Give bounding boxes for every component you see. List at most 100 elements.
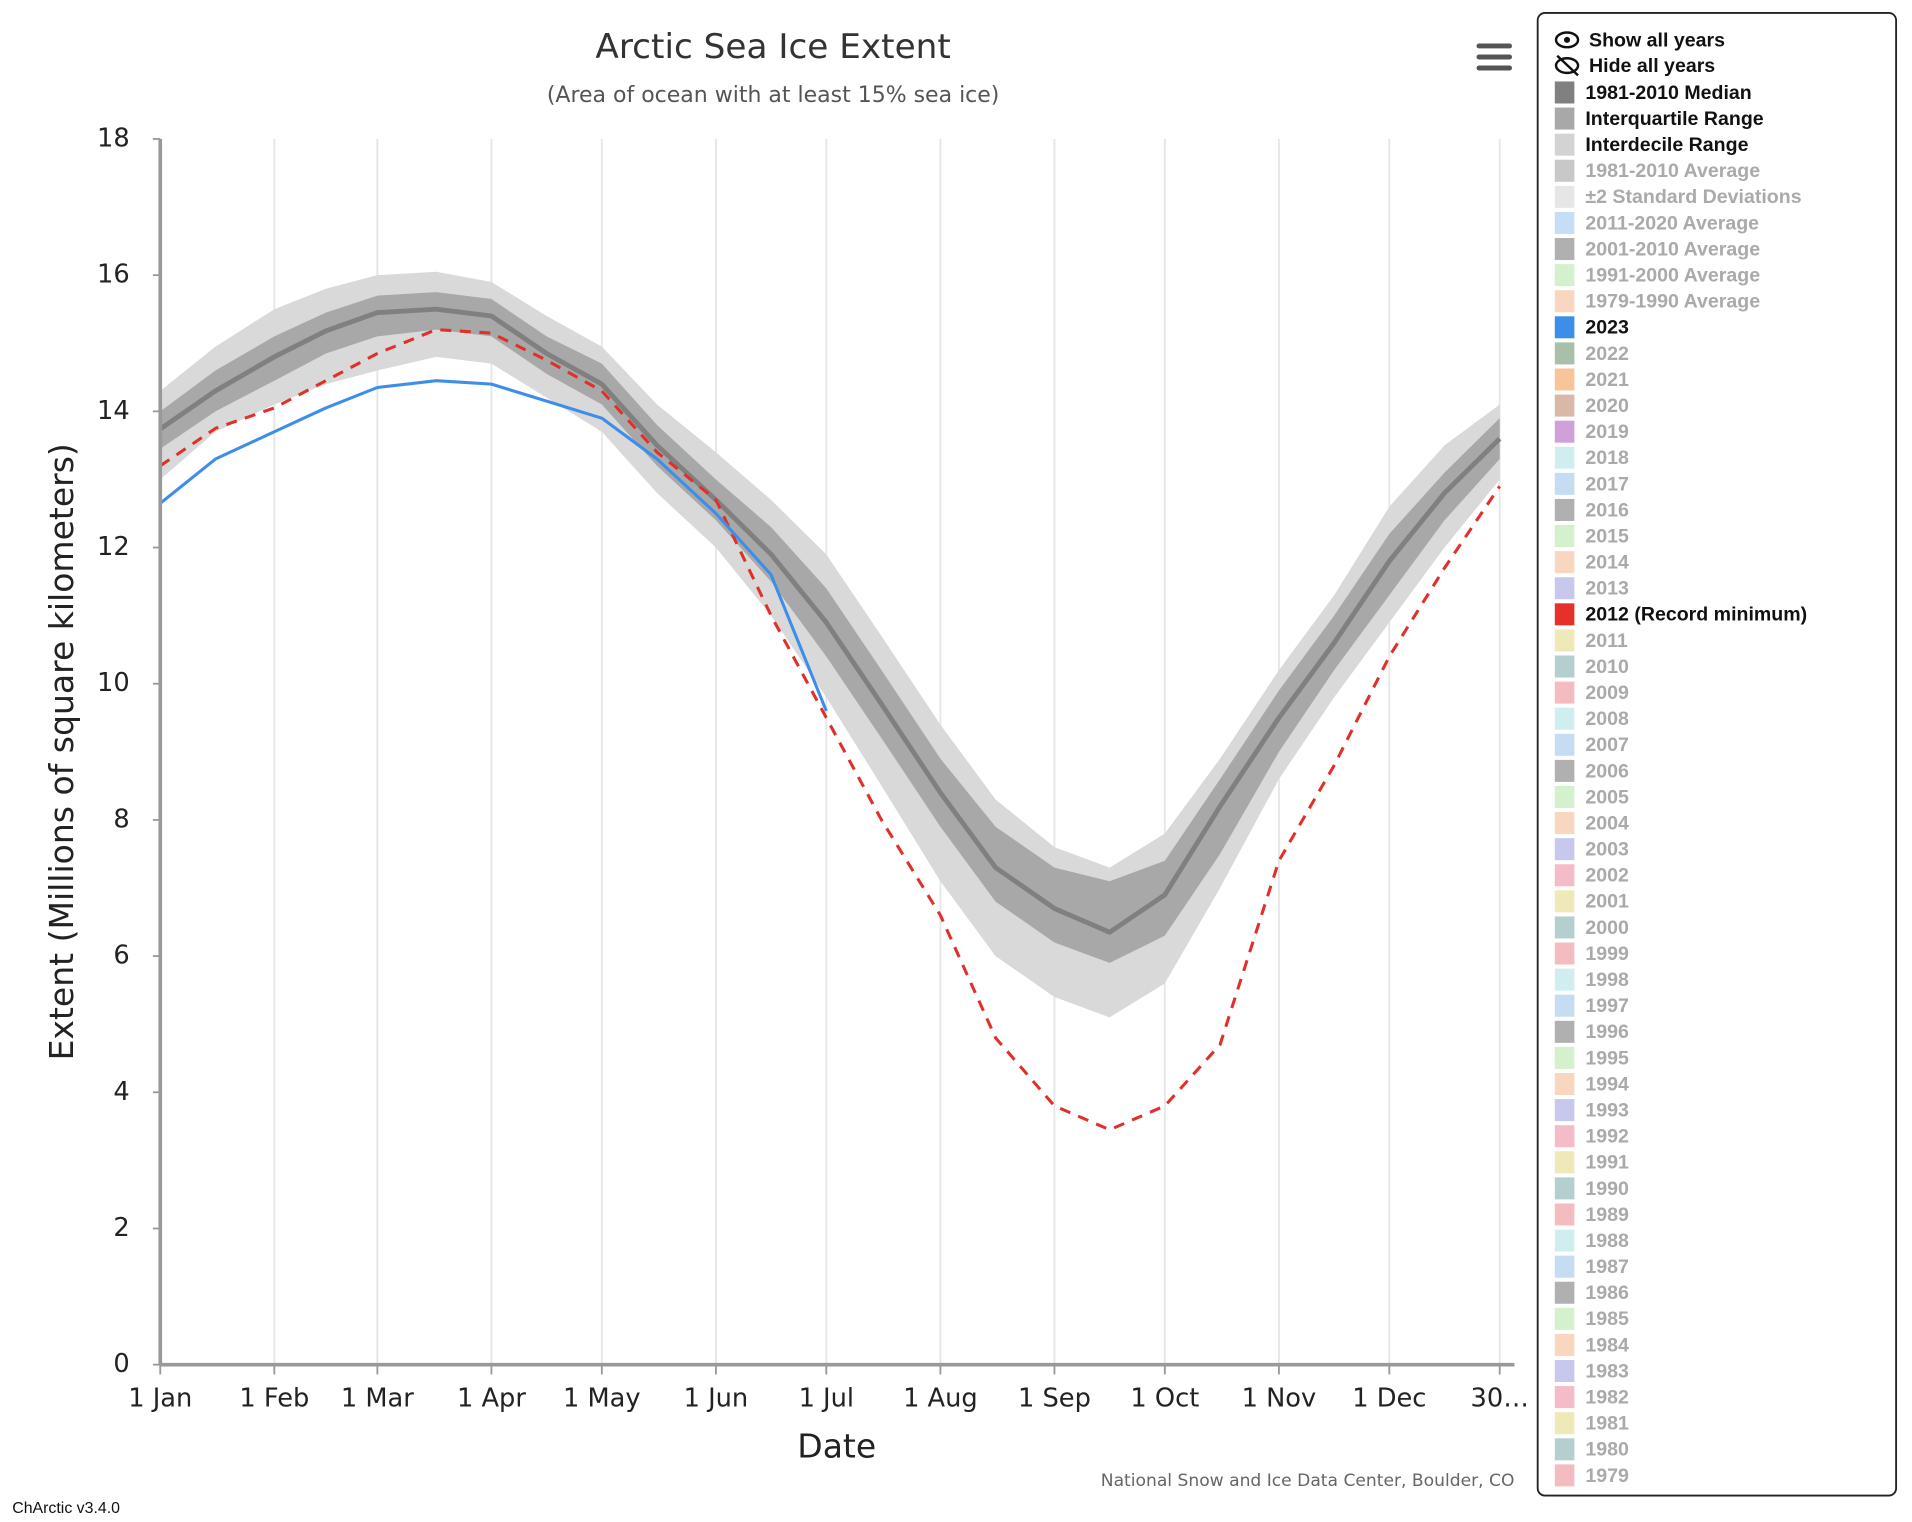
legend-item[interactable]: 2020 <box>1554 394 1629 417</box>
legend-swatch <box>1554 1072 1575 1096</box>
legend-item[interactable]: 1984 <box>1554 1333 1629 1356</box>
x-tick-label: 1 Mar <box>341 1383 414 1413</box>
hide-all-button[interactable]: Hide all years <box>1554 54 1715 77</box>
legend-item[interactable]: 1989 <box>1554 1203 1629 1226</box>
show-all-button[interactable]: Show all years <box>1554 29 1725 51</box>
legend-item[interactable]: 1998 <box>1554 968 1629 991</box>
legend-swatch <box>1554 525 1575 548</box>
legend-label: 2011 <box>1585 630 1628 652</box>
legend-item[interactable]: 2001 <box>1554 890 1629 913</box>
legend-label: 2023 <box>1585 317 1629 339</box>
legend-item[interactable]: 1996 <box>1554 1020 1629 1043</box>
legend-item[interactable]: 2007 <box>1554 733 1629 756</box>
legend-item[interactable]: 1979-1990 Average <box>1554 290 1760 313</box>
legend-label: 1995 <box>1585 1047 1629 1069</box>
legend-item[interactable]: 1990 <box>1554 1177 1629 1200</box>
legend-label: 2015 <box>1585 525 1629 547</box>
legend-item[interactable]: 2011 <box>1554 629 1628 652</box>
legend-item[interactable]: 2016 <box>1554 498 1629 521</box>
legend-item[interactable]: 2006 <box>1554 759 1629 782</box>
chart-subtitle: (Area of ocean with at least 15% sea ice… <box>547 83 1000 108</box>
legend-item[interactable]: Interquartile Range <box>1554 107 1764 130</box>
legend-label: 1980 <box>1585 1439 1629 1461</box>
legend-label: 2001-2010 Average <box>1585 238 1760 260</box>
legend-item[interactable]: 2023 <box>1554 316 1629 339</box>
legend-swatch <box>1554 133 1575 156</box>
legend-swatch <box>1554 1229 1575 1252</box>
legend-item[interactable]: 2012 (Record minimum) <box>1554 603 1807 626</box>
legend-swatch <box>1554 238 1575 261</box>
legend-item[interactable]: 1982 <box>1554 1386 1629 1409</box>
legend-item[interactable]: 2003 <box>1554 838 1629 861</box>
legend-item[interactable]: 2014 <box>1554 551 1629 574</box>
x-tick-label: 1 Apr <box>457 1383 526 1413</box>
legend-label: 1997 <box>1585 995 1629 1017</box>
legend-item[interactable]: 1993 <box>1554 1099 1629 1121</box>
legend-swatch <box>1554 394 1575 417</box>
legend-item[interactable]: 2011-2020 Average <box>1554 211 1759 234</box>
legend-swatch <box>1554 1307 1575 1330</box>
legend-item[interactable]: 1991-2000 Average <box>1554 264 1760 287</box>
legend-item[interactable]: 2010 <box>1554 655 1629 678</box>
legend-swatch <box>1554 681 1575 704</box>
legend-item[interactable]: 1986 <box>1554 1281 1629 1304</box>
legend-item[interactable]: 1997 <box>1554 994 1629 1017</box>
legend-swatch <box>1554 629 1575 652</box>
x-tick-label: 1 Oct <box>1130 1383 1199 1413</box>
legend-item[interactable]: 2022 <box>1554 342 1629 365</box>
legend-item[interactable]: 2000 <box>1554 916 1629 939</box>
legend-item[interactable]: 1992 <box>1554 1125 1629 1148</box>
legend-item[interactable]: Interdecile Range <box>1554 133 1749 156</box>
legend-item[interactable]: 1985 <box>1554 1307 1629 1330</box>
legend-item[interactable]: 2001-2010 Average <box>1554 238 1760 261</box>
legend-item[interactable]: 2004 <box>1554 812 1629 834</box>
legend-label: 1992 <box>1585 1126 1629 1148</box>
x-tick-label: 1 Feb <box>239 1383 309 1413</box>
x-tick-label: 30… <box>1471 1383 1529 1413</box>
legend-item[interactable]: ±2 Standard Deviations <box>1554 185 1802 208</box>
legend-item[interactable]: 2005 <box>1554 785 1629 808</box>
show-all: Show all years <box>1589 29 1725 51</box>
menu-button[interactable] <box>1476 43 1512 71</box>
legend-item[interactable]: 2015 <box>1554 525 1629 548</box>
x-axis-label: Date <box>797 1426 876 1465</box>
legend-swatch <box>1554 603 1575 626</box>
legend-item[interactable]: 2018 <box>1554 446 1629 469</box>
legend-item[interactable]: 1981-2010 Average <box>1554 159 1760 182</box>
legend-label: 1991-2000 Average <box>1585 265 1760 287</box>
x-tick-label: 1 Jul <box>799 1383 854 1413</box>
legend-item[interactable]: 2009 <box>1554 681 1629 704</box>
legend-swatch <box>1554 472 1575 495</box>
legend-item[interactable]: 2013 <box>1554 577 1629 600</box>
legend-item[interactable]: 2019 <box>1554 420 1629 443</box>
legend-item[interactable]: 1981 <box>1554 1412 1629 1435</box>
legend-item[interactable]: 1995 <box>1554 1046 1629 1069</box>
menu-bar <box>1476 43 1512 49</box>
legend-item[interactable]: 2002 <box>1554 864 1629 887</box>
eye-off-icon <box>1556 54 1579 77</box>
legend-label: 2002 <box>1585 865 1629 887</box>
legend-swatch <box>1554 316 1575 339</box>
version: ChArctic v3.4.0 <box>12 1500 120 1517</box>
legend-item[interactable]: 1987 <box>1554 1255 1629 1278</box>
legend-item[interactable]: 1988 <box>1554 1229 1629 1252</box>
legend-item[interactable]: 1991 <box>1554 1151 1629 1174</box>
y-tick-label: 2 <box>113 1213 129 1243</box>
legend-item[interactable]: 1980 <box>1554 1438 1629 1461</box>
legend-item[interactable]: 2008 <box>1554 707 1629 730</box>
legend-item[interactable]: 1983 <box>1554 1360 1629 1382</box>
legend-item[interactable]: 1994 <box>1554 1072 1629 1096</box>
legend-item[interactable]: 1999 <box>1554 942 1629 965</box>
legend-box <box>1536 12 1898 1497</box>
legend-label: 2019 <box>1585 421 1629 443</box>
legend-label: 1979 <box>1585 1465 1629 1487</box>
legend-item[interactable]: 2017 <box>1554 472 1629 495</box>
legend-item[interactable]: 1981-2010 Median <box>1554 81 1752 104</box>
legend-label: 1983 <box>1585 1360 1629 1382</box>
y-tick-label: 16 <box>97 260 130 290</box>
legend-swatch <box>1554 420 1575 443</box>
legend-item[interactable]: 1979 <box>1554 1464 1629 1487</box>
y-tick-label: 18 <box>97 123 130 153</box>
legend-item[interactable]: 2021 <box>1554 368 1629 391</box>
